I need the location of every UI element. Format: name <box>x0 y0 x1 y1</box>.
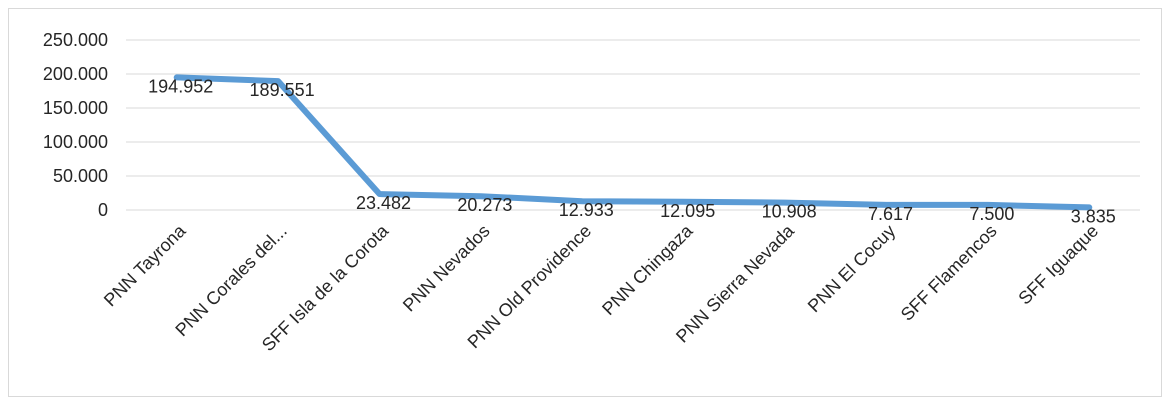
data-point <box>885 203 888 207</box>
data-label: 12.095 <box>660 201 715 221</box>
x-tick-label: PNN Corales del... <box>171 221 291 341</box>
data-label: 7.617 <box>868 204 913 224</box>
y-tick-label: 200.000 <box>43 64 108 84</box>
x-tick-label: PNN Chingaza <box>598 220 697 319</box>
data-point <box>682 200 686 204</box>
data-labels: 194.952 189.551 23.482 20.273 12.933 12.095 10… <box>148 76 1116 226</box>
data-point <box>378 192 381 196</box>
data-point <box>1087 205 1091 209</box>
series <box>173 74 1093 211</box>
y-tick-label: 50.000 <box>53 166 108 186</box>
data-point <box>580 199 584 203</box>
y-tick-label: 0 <box>98 200 108 220</box>
x-tick-label: PNN Tayrona <box>100 220 190 310</box>
y-axis: 0 50.000 100.000 150.000 200.000 250.000 <box>43 30 108 220</box>
data-label: 12.933 <box>559 200 614 220</box>
data-label: 7.500 <box>969 204 1014 224</box>
data-label: 23.482 <box>356 193 411 213</box>
y-tick-label: 100.000 <box>43 132 108 152</box>
y-tick-label: 250.000 <box>43 30 108 50</box>
series-line <box>173 74 1093 211</box>
data-label: 20.273 <box>457 195 512 215</box>
x-tick-label: SFF Flamencos <box>897 221 1001 325</box>
data-point <box>783 201 787 205</box>
data-point <box>986 203 990 207</box>
x-tick-label: PNN El Cocuy <box>804 221 899 316</box>
data-label: 194.952 <box>148 76 213 96</box>
x-tick-label: SFF Iguaque <box>1014 221 1102 309</box>
gridlines <box>126 39 1140 211</box>
data-point <box>479 194 483 198</box>
x-tick-label: PNN Nevados <box>399 221 494 316</box>
data-label: 189.551 <box>250 80 315 100</box>
data-point <box>175 75 179 79</box>
data-label: 10.908 <box>762 202 817 222</box>
y-tick-label: 150.000 <box>43 98 108 118</box>
data-label: 3.835 <box>1071 206 1116 226</box>
data-point <box>276 79 280 83</box>
